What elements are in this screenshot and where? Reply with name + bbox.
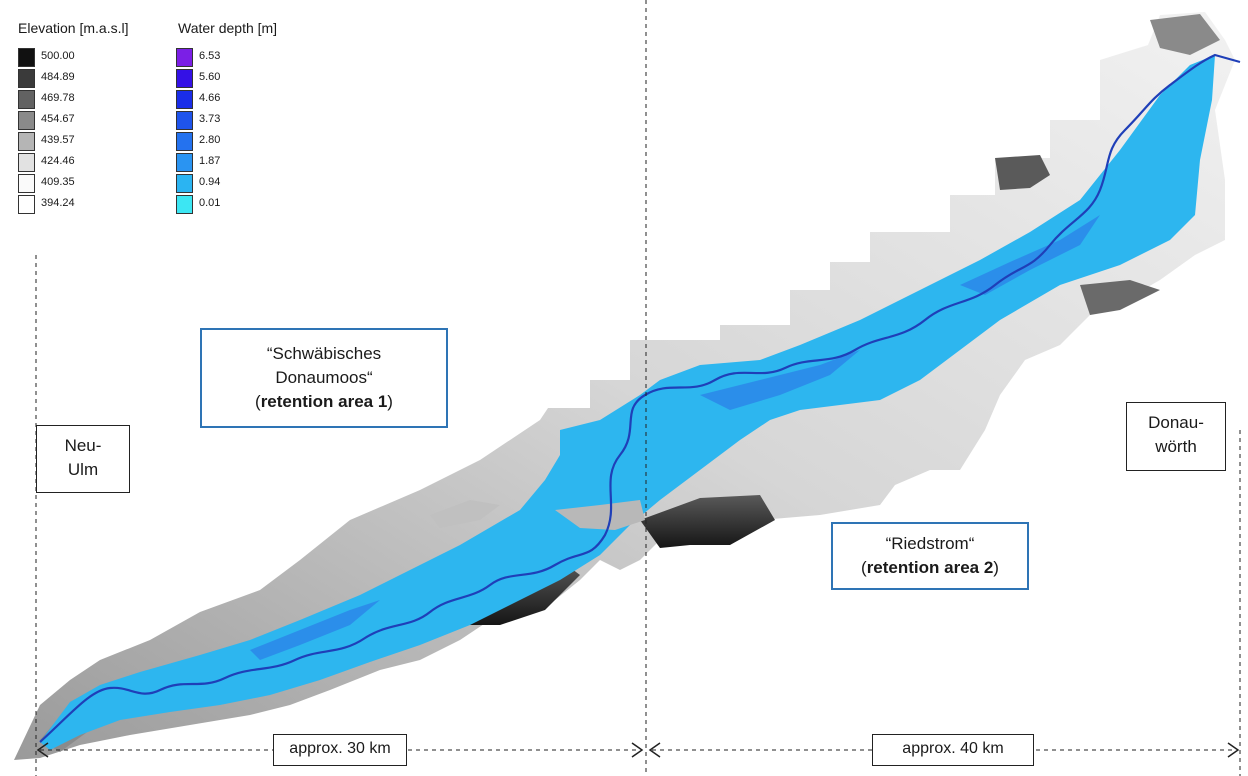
water-depth-legend-row: 1.87 [176, 152, 296, 173]
elevation-legend-swatch [18, 111, 35, 130]
water-depth-legend-value: 3.73 [199, 113, 221, 125]
water-depth-legend-swatch [176, 174, 193, 193]
retention-area-2-line-1: “Riedstrom“ [885, 534, 975, 553]
terrain-high-north [995, 155, 1050, 190]
flood-deep-1 [250, 600, 380, 660]
water-depth-legend-value: 5.60 [199, 71, 221, 83]
water-depth-legend-value: 2.80 [199, 134, 221, 146]
water-depth-legend-value: 6.53 [199, 50, 221, 62]
elevation-legend-row: 454.67 [18, 110, 138, 131]
retention-area-2-line-2: (retention area 2) [861, 558, 999, 577]
water-depth-legend-row: 0.01 [176, 194, 296, 215]
terrain-dem [14, 12, 1235, 760]
elevation-legend-row: 424.46 [18, 152, 138, 173]
water-depth-legend-swatch [176, 195, 193, 214]
terrain-high-east [1080, 280, 1160, 315]
elevation-legend-row: 469.78 [18, 89, 138, 110]
water-depth-legend-swatch [176, 69, 193, 88]
retention-area-2-label: “Riedstrom“ (retention area 2) [831, 522, 1029, 590]
retention-area-1-line-2: Donaumoos“ [275, 368, 373, 387]
terrain-high-south-2 [640, 495, 775, 548]
water-depth-legend-swatch [176, 111, 193, 130]
elevation-legend-value: 424.46 [41, 155, 75, 167]
flood-deep-3 [960, 215, 1100, 295]
neu-ulm-line-2: Ulm [67, 460, 99, 479]
retention-area-1-line-3: (retention area 1) [255, 392, 393, 411]
donauwoerth-line-2: wörth [1155, 437, 1197, 456]
elevation-legend-row: 394.24 [18, 194, 138, 215]
arrow-heads [36, 742, 1240, 758]
elevation-legend-value: 409.35 [41, 176, 75, 188]
water-depth-legend-row: 5.60 [176, 68, 296, 89]
elevation-legend-swatch [18, 69, 35, 88]
elevation-legend-swatch [18, 195, 35, 214]
water-depth-legend-swatch [176, 48, 193, 67]
elevation-legend-title: Elevation [m.a.s.l] [18, 20, 129, 36]
retention-area-2-name: retention area 2 [866, 558, 994, 577]
retention-area-1-line-1: “Schwäbisches [266, 344, 382, 363]
water-depth-legend-row: 3.73 [176, 110, 296, 131]
distance-label-40km: approx. 40 km [872, 734, 1034, 766]
neu-ulm-label: Neu- Ulm [36, 425, 130, 493]
water-depth-legend-value: 1.87 [199, 155, 221, 167]
elevation-legend-row: 409.35 [18, 173, 138, 194]
flood-deep-2 [700, 350, 860, 410]
elevation-legend-swatch [18, 132, 35, 151]
water-depth-legend-value: 0.01 [199, 197, 221, 209]
elevation-legend-value: 439.57 [41, 134, 75, 146]
elevation-legend-swatch [18, 153, 35, 172]
distance-label-30km: approx. 30 km [273, 734, 407, 766]
elevation-legend-swatch [18, 48, 35, 67]
water-depth-legend-row: 6.53 [176, 47, 296, 68]
elevation-legend-value: 454.67 [41, 113, 75, 125]
water-depth-legend-row: 2.80 [176, 131, 296, 152]
water-depth-legend-swatch [176, 153, 193, 172]
elevation-legend-row: 439.57 [18, 131, 138, 152]
water-depth-legend-row: 4.66 [176, 89, 296, 110]
guide-lines [35, 0, 1241, 776]
terrain-high-ne [1150, 14, 1220, 55]
elevation-legend-row: 500.00 [18, 47, 138, 68]
water-depth-legend: 6.53 5.60 4.66 3.73 2.80 1.87 0.94 0.01 [176, 47, 296, 215]
elevation-legend: 500.00 484.89 469.78 454.67 439.57 424.46 409.… [18, 47, 138, 215]
danube-river [39, 53, 1241, 743]
retention-area-1-label: “Schwäbisches Donaumoos“ (retention area… [200, 328, 448, 428]
flood-extent [40, 55, 1215, 750]
water-depth-legend-value: 4.66 [199, 92, 221, 104]
elevation-legend-value: 469.78 [41, 92, 75, 104]
water-depth-legend-value: 0.94 [199, 176, 221, 188]
water-depth-legend-title: Water depth [m] [178, 20, 278, 36]
dry-area-2 [430, 500, 500, 528]
dry-area-1 [555, 500, 645, 530]
neu-ulm-line-1: Neu- [64, 436, 102, 455]
water-depth-legend-swatch [176, 90, 193, 109]
donauwoerth-label: Donau- wörth [1126, 402, 1226, 471]
donauwoerth-line-1: Donau- [1148, 413, 1204, 432]
elevation-legend-row: 484.89 [18, 68, 138, 89]
elevation-legend-value: 394.24 [41, 197, 75, 209]
water-depth-legend-row: 0.94 [176, 173, 296, 194]
elevation-legend-swatch [18, 90, 35, 109]
water-depth-legend-swatch [176, 132, 193, 151]
elevation-legend-swatch [18, 174, 35, 193]
elevation-legend-value: 500.00 [41, 50, 75, 62]
retention-area-1-name: retention area 1 [260, 392, 388, 411]
elevation-legend-value: 484.89 [41, 71, 75, 83]
